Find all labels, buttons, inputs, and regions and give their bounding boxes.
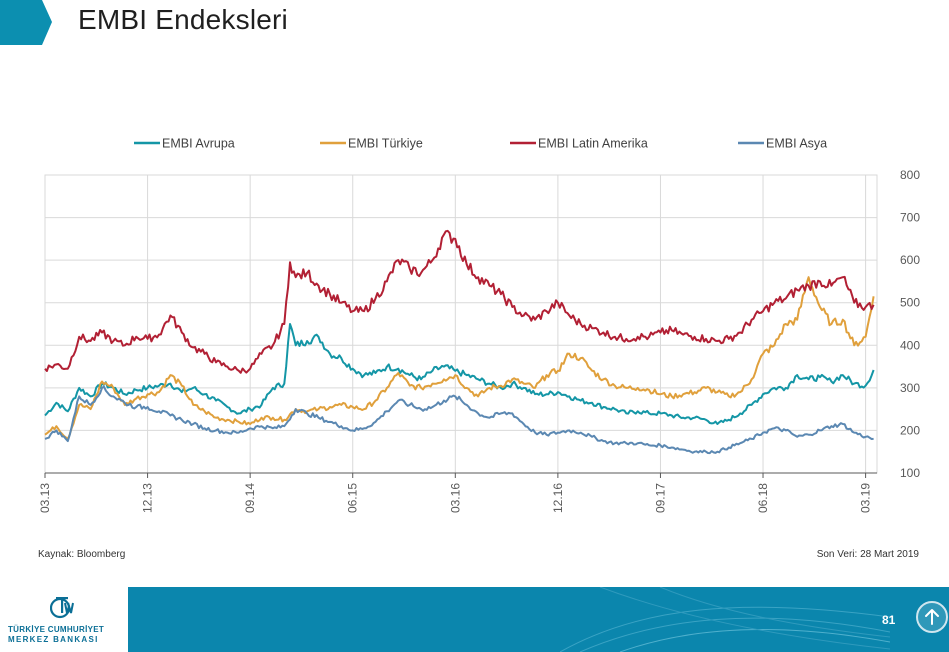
y-axis: 100 200 300 400 500 600 700 800 [900, 168, 920, 480]
logo-line2: MERKEZ BANKASI [8, 635, 99, 644]
x-tick-label: 06.15 [346, 483, 360, 513]
logo-area: TÜRKİYE CUMHURİYET MERKEZ BANKASI [0, 587, 128, 652]
x-tick-label: 03.16 [448, 483, 462, 513]
x-tick-label: 12.13 [141, 483, 155, 513]
x-tick-label: 12.16 [551, 483, 565, 513]
x-tick-label: 03.19 [859, 483, 873, 513]
footer-bar: TÜRKİYE CUMHURİYET MERKEZ BANKASI 81 [0, 587, 949, 652]
chart-grid [44, 174, 878, 474]
chart-legend: EMBI Avrupa EMBI Türkiye EMBI Latin Amerik… [134, 137, 827, 151]
scroll-up-button[interactable] [916, 601, 948, 633]
x-tick-label: 09.17 [653, 483, 667, 513]
logo-line1: TÜRKİYE CUMHURİYET [8, 625, 105, 634]
series-line-0 [44, 323, 875, 425]
legend-label-1: EMBI Türkiye [348, 137, 423, 151]
series-line-3 [44, 385, 874, 455]
chart-lines [44, 229, 875, 455]
footer-decoration [560, 587, 890, 652]
series-line-1 [44, 276, 875, 440]
y-tick-label: 600 [900, 253, 920, 267]
legend-label-0: EMBI Avrupa [162, 137, 235, 151]
arrow-up-icon [925, 609, 939, 625]
x-tick-label: 03.13 [38, 483, 52, 513]
legend-label-2: EMBI Latin Amerika [538, 137, 648, 151]
y-tick-label: 300 [900, 381, 920, 395]
tcmb-logo-icon [50, 597, 74, 619]
y-tick-label: 100 [900, 466, 920, 480]
x-tick-label: 06.18 [756, 483, 770, 513]
embi-chart: EMBI Avrupa EMBI Türkiye EMBI Latin Amerik… [38, 137, 920, 514]
source-note: Kaynak: Bloomberg [38, 549, 126, 560]
last-data-note: Son Veri: 28 Mart 2019 [816, 549, 919, 560]
x-axis: 03.13 12.13 09.14 06.15 03.16 12.16 09.17 06.18… [38, 472, 877, 513]
page-title: EMBI Endeksleri [78, 4, 288, 35]
y-tick-label: 800 [900, 168, 920, 182]
series-line-2 [44, 229, 875, 374]
title-accent-tab [0, 0, 52, 45]
plot-frame [44, 174, 878, 474]
y-tick-label: 700 [900, 211, 920, 225]
x-tick-label: 09.14 [243, 483, 257, 513]
legend-label-3: EMBI Asya [766, 137, 827, 151]
y-tick-label: 500 [900, 296, 920, 310]
y-tick-label: 200 [900, 423, 920, 437]
y-tick-label: 400 [900, 338, 920, 352]
page-number: 81 [882, 613, 896, 627]
